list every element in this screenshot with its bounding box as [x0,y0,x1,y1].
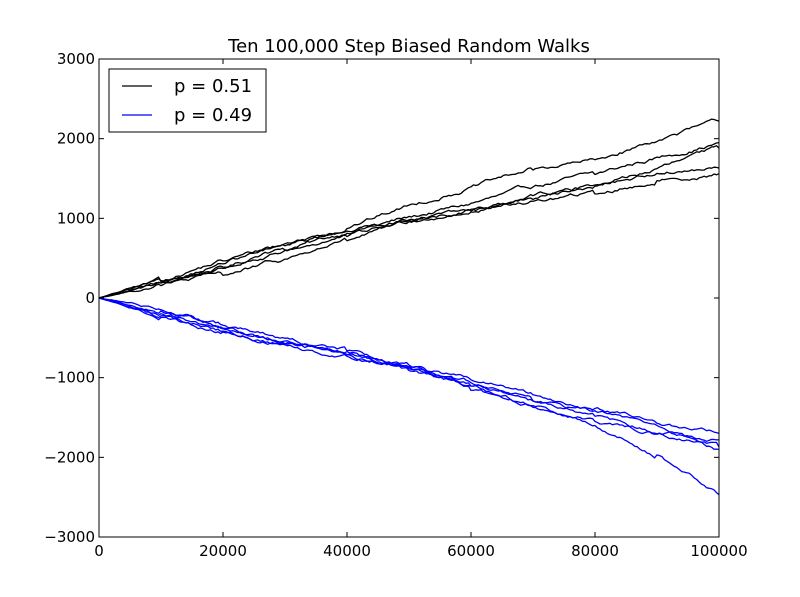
y-tick-label: 1000 [57,209,95,227]
legend-label-p051: p = 0.51 [174,76,252,97]
y-tick-label: 0 [85,289,95,307]
legend-box [108,68,267,133]
ticks-layer: 0 20000 40000 60000 80000 100000 3000 2000 1000 0… [44,50,747,560]
x-tick-label: 80000 [571,542,619,560]
series-line-1 [98,141,720,299]
legend: p = 0.51 p = 0.49 [108,68,267,133]
series-layer [98,118,720,496]
series-line-9 [98,297,720,435]
series-line-2 [98,118,720,299]
y-tick-label: −1000 [44,369,95,387]
x-tick-label: 0 [94,542,104,560]
x-tick-label: 60000 [447,542,495,560]
x-tick-label: 20000 [199,542,247,560]
y-tick-label: −3000 [44,528,95,546]
y-tick-label: 3000 [57,50,95,68]
legend-label-p049: p = 0.49 [174,105,252,126]
y-tick-label: −2000 [44,448,95,466]
series-line-7 [98,297,720,451]
x-tick-label: 40000 [323,542,371,560]
y-tick-label: 2000 [57,130,95,148]
series-line-5 [98,173,720,299]
series-line-8 [98,297,720,496]
series-line-10 [98,297,720,448]
chart-title: Ten 100,000 Step Biased Random Walks [227,36,590,57]
x-tick-label: 100000 [690,542,747,560]
